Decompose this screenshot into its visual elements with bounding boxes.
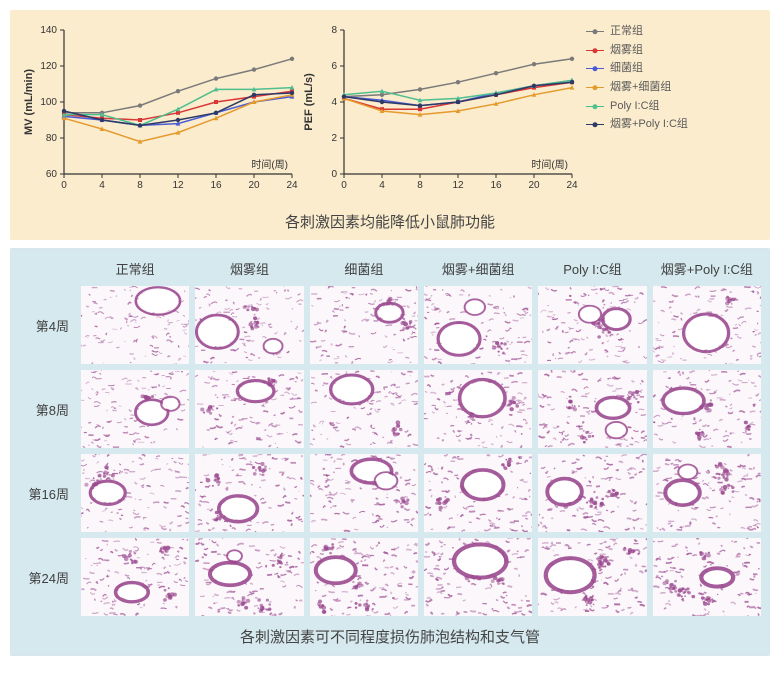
svg-text:8: 8: [417, 180, 423, 191]
row-label: 第8周: [19, 400, 75, 419]
legend-item: 细菌组: [586, 59, 688, 78]
svg-text:0: 0: [341, 180, 347, 191]
svg-text:0: 0: [61, 180, 67, 191]
histology-tile: [653, 454, 761, 532]
svg-text:100: 100: [40, 97, 57, 108]
top-caption: 各刺激因素均能降低小鼠肺功能: [285, 211, 495, 232]
svg-text:8: 8: [331, 25, 337, 36]
histology-tile: [424, 538, 532, 616]
svg-text:16: 16: [490, 180, 502, 191]
pef-chart: 0246804812162024PEF (mL/s)时间(周): [300, 22, 580, 205]
column-header: 烟雾组: [195, 259, 303, 280]
top-panel: 608010012014004812162024MV (mL/min)时间(周)…: [10, 10, 770, 240]
histology-tile: [195, 454, 303, 532]
histology-tile: [653, 286, 761, 364]
legend-item: 烟雾组: [586, 41, 688, 60]
column-header: Poly I:C组: [538, 259, 646, 280]
bottom-caption: 各刺激因素可不同程度损伤肺泡结构和支气管: [19, 626, 761, 647]
histology-tile: [81, 538, 189, 616]
column-header: 细菌组: [310, 259, 418, 280]
histology-tile: [195, 286, 303, 364]
legend-label: 正常组: [610, 22, 643, 41]
svg-text:时间(周): 时间(周): [531, 158, 568, 171]
legend-item: 烟雾+Poly I:C组: [586, 115, 688, 134]
histology-tile: [653, 538, 761, 616]
row-label: 第16周: [19, 484, 75, 503]
histology-tile: [424, 286, 532, 364]
histology-tile: [310, 454, 418, 532]
legend-label: Poly I:C组: [610, 97, 660, 116]
chart-svg: 60 80 100 120 140 0 4 8 12 16 20 24 MV (mL/min) 时间(周): [20, 22, 300, 202]
histology-tile: [81, 454, 189, 532]
svg-text:120: 120: [40, 61, 57, 72]
histology-tile: [310, 370, 418, 448]
legend-item: 烟雾+细菌组: [586, 78, 688, 97]
histology-tile: [424, 454, 532, 532]
charts-row: 608010012014004812162024MV (mL/min)时间(周)…: [20, 22, 760, 205]
svg-text:20: 20: [528, 180, 540, 191]
svg-text:时间(周): 时间(周): [251, 158, 288, 171]
svg-text:12: 12: [452, 180, 464, 191]
histology-tile: [81, 370, 189, 448]
svg-text:140: 140: [40, 25, 57, 36]
svg-text:4: 4: [331, 97, 337, 108]
column-header: 正常组: [81, 259, 189, 280]
histology-tile: [538, 454, 646, 532]
histology-tile: [538, 286, 646, 364]
legend-label: 烟雾+Poly I:C组: [610, 115, 688, 134]
svg-text:4: 4: [379, 180, 385, 191]
legend-item: 正常组: [586, 22, 688, 41]
histology-tile: [538, 370, 646, 448]
svg-text:60: 60: [46, 169, 58, 180]
svg-text:24: 24: [286, 180, 298, 191]
svg-text:24: 24: [566, 180, 578, 191]
svg-text:16: 16: [210, 180, 222, 191]
svg-text:20: 20: [248, 180, 260, 191]
svg-text:6: 6: [331, 61, 337, 72]
histology-tile: [424, 370, 532, 448]
svg-text:0: 0: [331, 169, 337, 180]
svg-text:8: 8: [137, 180, 143, 191]
svg-text:2: 2: [331, 133, 337, 144]
histology-tile: [653, 370, 761, 448]
histology-grid: 正常组烟雾组细菌组烟雾+细菌组 Poly I:C组烟雾+Poly I:C组第4周第…: [19, 259, 761, 616]
column-header: 烟雾+Poly I:C组: [653, 259, 761, 280]
row-label: 第4周: [19, 316, 75, 335]
histology-tile: [195, 370, 303, 448]
histology-tile: [310, 286, 418, 364]
histology-tile: [81, 286, 189, 364]
row-label: 第24周: [19, 568, 75, 587]
legend-label: 烟雾组: [610, 41, 643, 60]
svg-text:4: 4: [99, 180, 105, 191]
legend-label: 烟雾+细菌组: [610, 78, 671, 97]
histology-tile: [310, 538, 418, 616]
mv-chart: 60 80 100 120 140 0 4 8 12 16 20 24 MV (mL/min) 时间(周): [20, 22, 300, 205]
histology-tile: [538, 538, 646, 616]
legend-label: 细菌组: [610, 59, 643, 78]
column-header: 烟雾+细菌组: [424, 259, 532, 280]
legend: 正常组烟雾组细菌组烟雾+细菌组Poly I:C组烟雾+Poly I:C组: [586, 22, 688, 134]
figure-root: 608010012014004812162024MV (mL/min)时间(周)…: [0, 0, 780, 666]
svg-text:MV (mL/min): MV (mL/min): [23, 69, 35, 135]
svg-text:80: 80: [46, 133, 58, 144]
svg-text:12: 12: [172, 180, 184, 191]
histology-tile: [195, 538, 303, 616]
legend-item: Poly I:C组: [586, 97, 688, 116]
svg-text:PEF (mL/s): PEF (mL/s): [303, 73, 315, 131]
chart-svg: 0246804812162024PEF (mL/s)时间(周): [300, 22, 580, 202]
bottom-panel: 正常组烟雾组细菌组烟雾+细菌组 Poly I:C组烟雾+Poly I:C组第4周第…: [10, 248, 770, 656]
